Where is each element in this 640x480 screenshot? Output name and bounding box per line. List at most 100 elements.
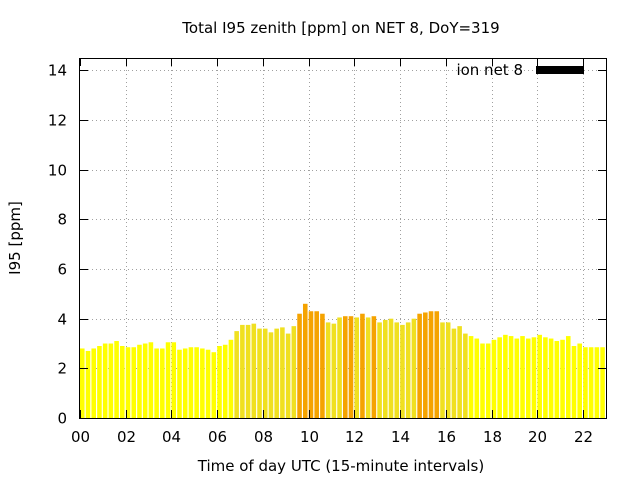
bar — [182, 348, 188, 418]
bar — [594, 347, 600, 418]
bar — [302, 303, 308, 418]
bar — [525, 338, 531, 418]
bar — [211, 352, 217, 418]
bar — [291, 326, 297, 418]
bar — [234, 331, 239, 418]
x-tick-label: 18 — [483, 428, 502, 446]
bar — [131, 347, 137, 418]
bar — [240, 324, 245, 418]
bar — [565, 336, 571, 418]
bar — [394, 322, 400, 418]
x-tick-label: 04 — [162, 428, 181, 446]
y-tick-label: 12 — [48, 112, 67, 130]
bar — [80, 348, 85, 418]
bar — [560, 339, 565, 418]
bar — [308, 311, 314, 418]
bar — [257, 328, 262, 418]
y-tick-label: 2 — [57, 360, 67, 378]
bar — [120, 346, 125, 418]
x-tick-label: 06 — [208, 428, 227, 446]
bar — [194, 347, 199, 418]
bar — [463, 333, 468, 418]
bar — [428, 311, 434, 418]
bar — [491, 339, 497, 418]
bar — [503, 334, 508, 418]
y-tick-label: 4 — [57, 311, 67, 329]
bar — [314, 311, 319, 418]
bar — [268, 332, 274, 418]
bar — [171, 342, 177, 418]
bar — [600, 347, 605, 418]
x-tick-label: 20 — [528, 428, 547, 446]
y-tick-label: 14 — [48, 62, 67, 80]
bar — [102, 343, 108, 418]
bar — [480, 343, 485, 418]
x-axis-label: Time of day UTC (15-minute intervals) — [197, 457, 484, 475]
bar — [348, 316, 354, 418]
bar — [497, 337, 502, 418]
y-tick-label: 6 — [57, 261, 67, 279]
y-tick-label: 10 — [48, 162, 67, 180]
bar — [297, 313, 302, 418]
chart-title: Total I95 zenith [ppm] on NET 8, DoY=319 — [181, 19, 499, 37]
bar — [588, 347, 594, 418]
bar — [245, 324, 251, 418]
bar — [251, 323, 257, 418]
bar — [434, 311, 440, 418]
bar — [331, 323, 337, 418]
bar — [205, 349, 211, 418]
bar — [114, 341, 119, 418]
legend: ion net 8 — [456, 61, 584, 79]
bar — [474, 338, 480, 418]
bar — [200, 348, 205, 418]
bar — [537, 334, 542, 418]
bar — [445, 322, 451, 418]
bar — [400, 324, 405, 418]
bar — [222, 344, 228, 418]
bar — [571, 346, 577, 418]
bar — [457, 326, 462, 418]
bar — [543, 337, 548, 418]
bar — [577, 343, 582, 418]
bar — [520, 336, 525, 418]
x-tick-label: 00 — [71, 428, 90, 446]
bar — [154, 348, 159, 418]
x-tick-label: 10 — [300, 428, 319, 446]
bar — [583, 347, 588, 418]
legend-label: ion net 8 — [456, 61, 523, 79]
x-tick-label: 22 — [574, 428, 593, 446]
x-tick-label: 16 — [437, 428, 456, 446]
bar — [285, 333, 291, 418]
x-tick-label: 12 — [345, 428, 364, 446]
bar — [554, 341, 560, 418]
bar — [388, 318, 394, 418]
bar — [360, 313, 365, 418]
bar — [165, 342, 171, 418]
bar — [371, 316, 377, 418]
bar — [405, 322, 411, 418]
y-tick-label: 8 — [57, 211, 67, 229]
y-tick-label: 0 — [57, 410, 67, 428]
legend-swatch — [536, 66, 584, 74]
bar — [188, 347, 194, 418]
bar — [411, 318, 417, 418]
bar — [383, 319, 388, 418]
bar — [108, 343, 114, 418]
bar — [468, 336, 474, 418]
bar — [514, 338, 520, 418]
bar — [274, 328, 279, 418]
bars-group — [80, 303, 605, 418]
bar — [228, 339, 234, 418]
bar — [177, 349, 182, 418]
bar — [320, 313, 325, 418]
bar — [417, 313, 422, 418]
bar — [262, 328, 268, 418]
bar — [160, 348, 165, 418]
bar — [451, 328, 457, 418]
bar — [377, 322, 382, 418]
bar — [508, 336, 514, 418]
x-tick-label: 14 — [391, 428, 410, 446]
bar — [354, 317, 359, 418]
